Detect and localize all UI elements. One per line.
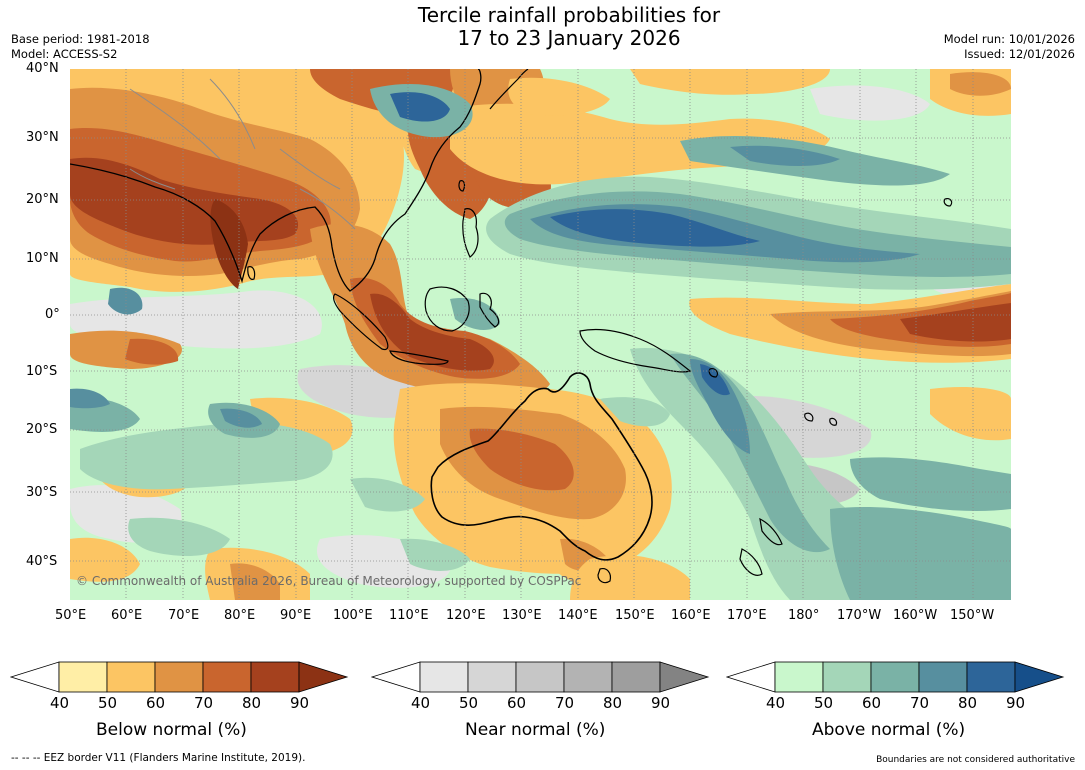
colorbar-near-segment [611, 661, 661, 693]
near-tick-60: 60 [507, 694, 527, 712]
below-tick-60: 60 [146, 694, 166, 712]
rainfall-map: © Commonwealth of Australia 2026, Bureau… [70, 69, 1011, 600]
above-tick-40: 40 [766, 694, 786, 712]
below-normal-label: Below normal (%) [96, 720, 247, 740]
near-tick-80: 80 [603, 694, 623, 712]
colorbar-near-extend-high [659, 661, 710, 693]
lat-label-0: 0° [45, 307, 60, 322]
lon-label-130e: 130°E [502, 608, 542, 623]
colorbar-below-segment [106, 661, 156, 693]
lon-label-180: 180° [788, 608, 820, 623]
lon-label-60e: 60°E [111, 608, 143, 623]
lat-label-10s: 10°S [26, 364, 58, 379]
colorbar-below [9, 660, 350, 694]
model-name: Model: ACCESS-S2 [11, 47, 118, 61]
colorbar-below-segment [58, 661, 108, 693]
colorbar-below-extend-high [298, 661, 349, 693]
chart-title-line1: Tercile rainfall probabilities for [417, 3, 721, 27]
near-tick-50: 50 [459, 694, 479, 712]
lon-label-160w: 160°W [893, 608, 938, 623]
base-period: Base period: 1981-2018 [11, 32, 150, 46]
colorbar-near-segment [419, 661, 469, 693]
lon-label-170e: 170°E [727, 608, 767, 623]
below-tick-50: 50 [98, 694, 118, 712]
coastlines [70, 69, 953, 584]
colorbar-above-extend-low [725, 661, 776, 693]
lon-label-70e: 70°E [168, 608, 200, 623]
issued-date: Issued: 12/01/2026 [964, 47, 1075, 61]
lon-label-80e: 80°E [224, 608, 256, 623]
lat-label-10n: 10°N [26, 251, 59, 266]
map-copyright: © Commonwealth of Australia 2026, Bureau… [76, 574, 581, 588]
above-tick-70: 70 [910, 694, 930, 712]
near-tick-70: 70 [555, 694, 575, 712]
colorbar-near [370, 660, 711, 694]
country-borders [129, 78, 356, 230]
lon-label-150w: 150°W [950, 608, 995, 623]
lat-label-20s: 20°S [26, 422, 58, 437]
above-tick-90: 90 [1006, 694, 1026, 712]
lat-label-20n: 20°N [26, 192, 59, 207]
colorbar-above [725, 660, 1066, 694]
near-tick-90: 90 [651, 694, 671, 712]
above-normal-label: Above normal (%) [812, 720, 966, 740]
lat-label-30s: 30°S [26, 485, 58, 500]
near-normal-label: Near normal (%) [465, 720, 606, 740]
colorbar-below-segment [154, 661, 204, 693]
below-tick-40: 40 [50, 694, 70, 712]
colorbar-below-extend-low [9, 661, 60, 693]
lon-label-170w: 170°W [837, 608, 882, 623]
lon-label-160e: 160°E [671, 608, 711, 623]
map-canvas: © Commonwealth of Australia 2026, Bureau… [70, 69, 1011, 600]
above-tick-50: 50 [814, 694, 834, 712]
above-normal-regions [70, 84, 1011, 600]
below-tick-90: 90 [290, 694, 310, 712]
lat-label-40n: 40°N [26, 61, 59, 76]
eez-footnote: -- -- -- EEZ border V11 (Flanders Marine… [11, 752, 306, 764]
graticule [70, 69, 1011, 600]
colorbar-below-segment [202, 661, 252, 693]
colorbar-below-segment [250, 661, 300, 693]
below-tick-70: 70 [194, 694, 214, 712]
lon-label-140e: 140°E [558, 608, 598, 623]
below-normal-regions [70, 69, 1011, 600]
disclaimer-footnote: Boundaries are not considered authoritat… [876, 755, 1075, 765]
colorbar-above-extend-high [1014, 661, 1065, 693]
colorbar-above-segment [822, 661, 872, 693]
lon-label-110e: 110°E [389, 608, 429, 623]
lon-label-120e: 120°E [446, 608, 486, 623]
colorbar-above-segment [966, 661, 1016, 693]
above-tick-80: 80 [958, 694, 978, 712]
lat-label-30n: 30°N [26, 130, 59, 145]
colorbar-above-segment [870, 661, 920, 693]
lon-label-50e: 50°E [55, 608, 87, 623]
colorbar-above-segment [774, 661, 824, 693]
colorbar-near-segment [467, 661, 517, 693]
colorbar-near-segment [563, 661, 613, 693]
lon-label-100e: 100°E [333, 608, 373, 623]
near-tick-40: 40 [411, 694, 431, 712]
colorbar-above-segment [918, 661, 968, 693]
above-tick-60: 60 [862, 694, 882, 712]
chart-title: Tercile rainfall probabilities for 17 to… [0, 4, 1085, 50]
chart-title-line2: 17 to 23 January 2026 [457, 26, 681, 50]
colorbar-near-segment [515, 661, 565, 693]
colorbar-near-extend-low [370, 661, 421, 693]
meta-right: Model run: 10/01/2026 Issued: 12/01/2026 [944, 32, 1075, 62]
lon-label-90e: 90°E [280, 608, 312, 623]
lat-label-40s: 40°S [26, 554, 58, 569]
meta-left: Base period: 1981-2018 Model: ACCESS-S2 [11, 32, 150, 62]
below-tick-80: 80 [242, 694, 262, 712]
model-run: Model run: 10/01/2026 [943, 32, 1075, 46]
lon-label-150e: 150°E [615, 608, 655, 623]
